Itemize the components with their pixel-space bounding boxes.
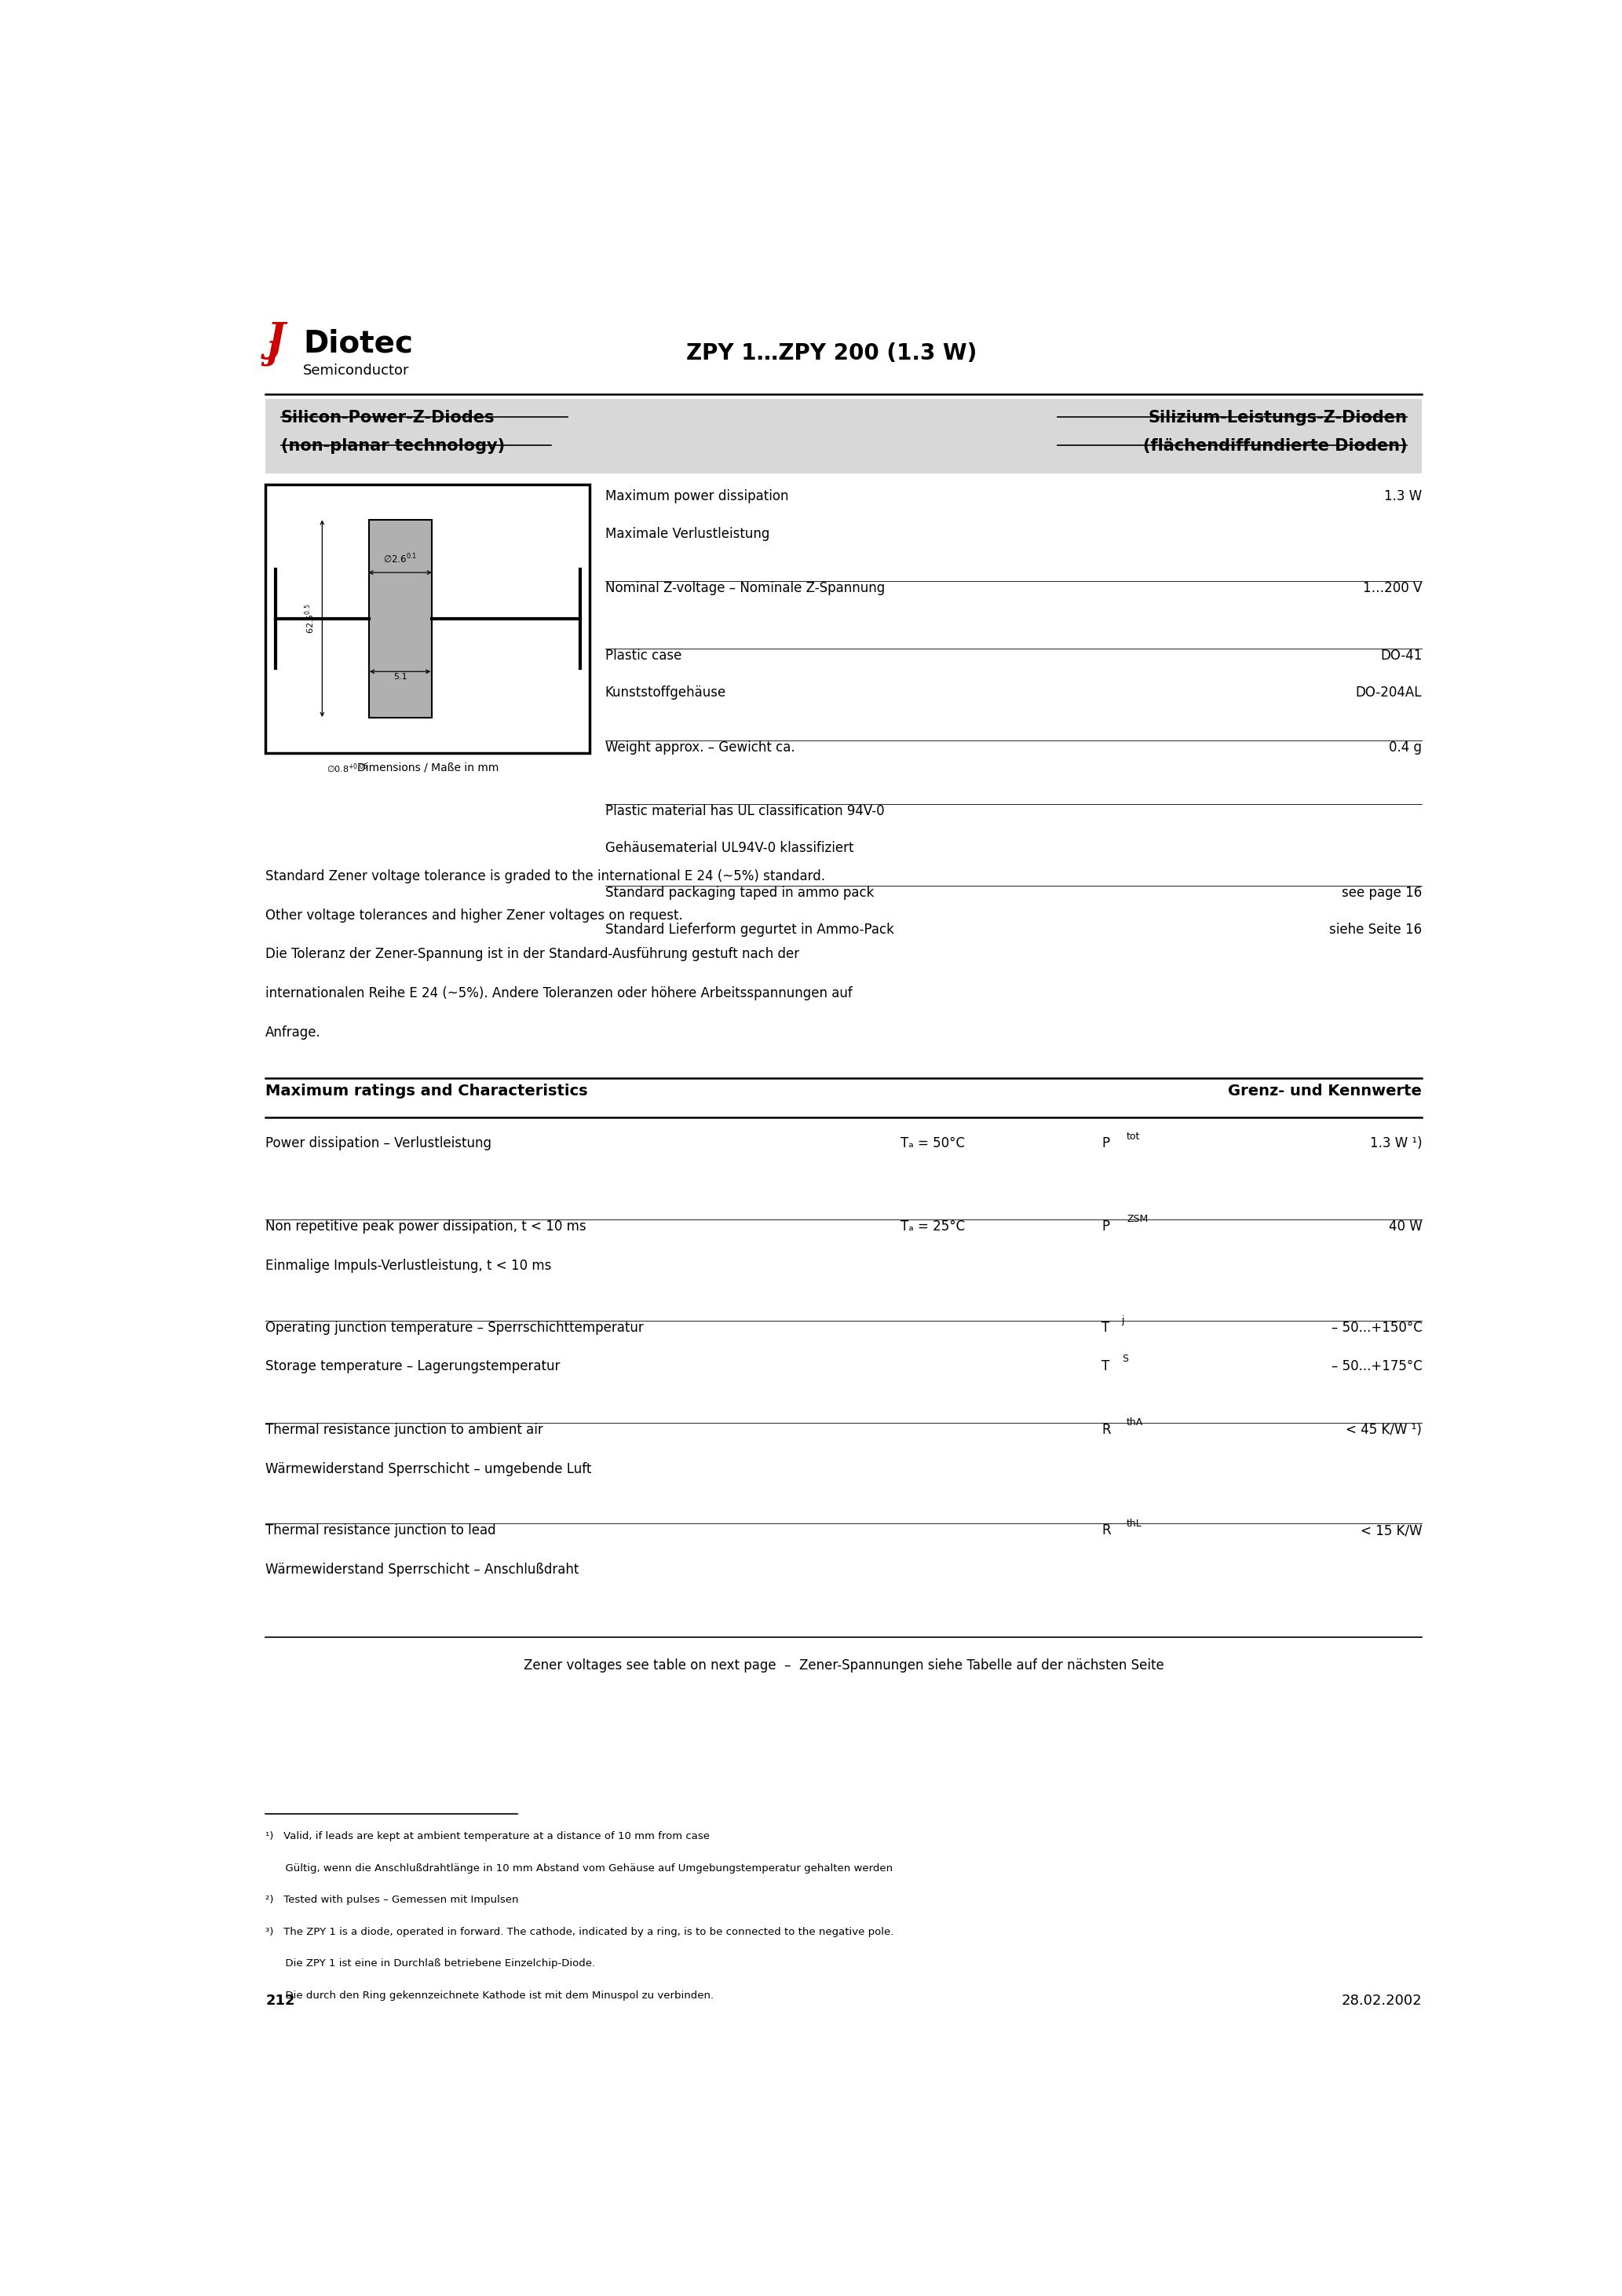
- Text: Standard packaging taped in ammo pack: Standard packaging taped in ammo pack: [605, 886, 874, 900]
- Text: 1.3 W: 1.3 W: [1384, 489, 1422, 503]
- Text: Maximum power dissipation: Maximum power dissipation: [605, 489, 788, 503]
- Text: Semiconductor: Semiconductor: [303, 365, 410, 379]
- Text: Dimensions / Maße in mm: Dimensions / Maße in mm: [357, 762, 498, 774]
- Text: Die Toleranz der Zener-Spannung ist in der Standard-Ausführung gestuft nach der: Die Toleranz der Zener-Spannung ist in d…: [266, 948, 800, 962]
- Text: – 50...+150°C: – 50...+150°C: [1332, 1320, 1422, 1334]
- Text: Power dissipation – Verlustleistung: Power dissipation – Verlustleistung: [266, 1137, 491, 1150]
- Text: P: P: [1101, 1137, 1109, 1150]
- Text: Die durch den Ring gekennzeichnete Kathode ist mit dem Minuspol zu verbinden.: Die durch den Ring gekennzeichnete Katho…: [266, 1991, 714, 2000]
- Text: J: J: [268, 321, 285, 360]
- Text: 40 W: 40 W: [1388, 1219, 1422, 1233]
- Text: Maximale Verlustleistung: Maximale Verlustleistung: [605, 526, 769, 540]
- Text: Maximum ratings and Characteristics: Maximum ratings and Characteristics: [266, 1084, 589, 1097]
- Text: T: T: [1101, 1320, 1109, 1334]
- Text: Standard Zener voltage tolerance is graded to the international E 24 (~5%) stand: Standard Zener voltage tolerance is grad…: [266, 870, 826, 884]
- Bar: [266, 484, 590, 753]
- Text: $\varnothing$0.8$^{+0.05}$: $\varnothing$0.8$^{+0.05}$: [326, 762, 368, 774]
- Text: Gehäusematerial UL94V-0 klassifiziert: Gehäusematerial UL94V-0 klassifiziert: [605, 840, 853, 856]
- Text: – 50...+175°C: – 50...+175°C: [1332, 1359, 1422, 1373]
- Text: tot: tot: [1127, 1132, 1140, 1141]
- Text: ȷ: ȷ: [266, 333, 279, 365]
- Text: Weight approx. – Gewicht ca.: Weight approx. – Gewicht ca.: [605, 742, 795, 755]
- Text: R: R: [1101, 1525, 1111, 1538]
- Text: siehe Seite 16: siehe Seite 16: [1330, 923, 1422, 937]
- Text: Anfrage.: Anfrage.: [266, 1024, 321, 1040]
- Text: Zener voltages see table on next page  –  Zener-Spannungen siehe Tabelle auf der: Zener voltages see table on next page – …: [524, 1658, 1165, 1671]
- Text: Storage temperature – Lagerungstemperatur: Storage temperature – Lagerungstemperatu…: [266, 1359, 560, 1373]
- Text: (flächendiffundierte Dioden): (flächendiffundierte Dioden): [1144, 439, 1406, 455]
- Text: S: S: [1122, 1355, 1127, 1364]
- Text: 0.4 g: 0.4 g: [1388, 742, 1422, 755]
- Text: ZPY 1…ZPY 200 (1.3 W): ZPY 1…ZPY 200 (1.3 W): [686, 342, 976, 365]
- Bar: [368, 519, 431, 716]
- Text: Wärmewiderstand Sperrschicht – umgebende Luft: Wärmewiderstand Sperrschicht – umgebende…: [266, 1463, 592, 1476]
- Text: Thermal resistance junction to ambient air: Thermal resistance junction to ambient a…: [266, 1424, 543, 1437]
- Text: < 45 K/W ¹): < 45 K/W ¹): [1346, 1424, 1422, 1437]
- Text: Kunststoffgehäuse: Kunststoffgehäuse: [605, 687, 727, 700]
- Text: Thermal resistance junction to lead: Thermal resistance junction to lead: [266, 1525, 496, 1538]
- Text: 1.3 W ¹): 1.3 W ¹): [1371, 1137, 1422, 1150]
- Text: j: j: [1122, 1316, 1124, 1325]
- Text: P: P: [1101, 1219, 1109, 1233]
- Text: ³)   The ZPY 1 is a diode, operated in forward. The cathode, indicated by a ring: ³) The ZPY 1 is a diode, operated in for…: [266, 1926, 894, 1938]
- Text: thL: thL: [1127, 1518, 1142, 1529]
- Text: ¹)   Valid, if leads are kept at ambient temperature at a distance of 10 mm from: ¹) Valid, if leads are kept at ambient t…: [266, 1832, 710, 1841]
- Text: 28.02.2002: 28.02.2002: [1341, 1993, 1422, 2009]
- Text: Plastic case: Plastic case: [605, 647, 681, 664]
- Text: Gültig, wenn die Anschlußdrahtlänge in 10 mm Abstand vom Gehäuse auf Umgebungste: Gültig, wenn die Anschlußdrahtlänge in 1…: [266, 1862, 894, 1874]
- Text: Grenz- und Kennwerte: Grenz- und Kennwerte: [1228, 1084, 1422, 1097]
- Text: Tₐ = 50°C: Tₐ = 50°C: [900, 1137, 965, 1150]
- Text: T: T: [1101, 1359, 1109, 1373]
- Text: Die ZPY 1 ist eine in Durchlaß betriebene Einzelchip-Diode.: Die ZPY 1 ist eine in Durchlaß betrieben…: [266, 1958, 595, 1968]
- Text: Tₐ = 25°C: Tₐ = 25°C: [900, 1219, 965, 1233]
- Text: internationalen Reihe E 24 (~5%). Andere Toleranzen oder höhere Arbeitsspannunge: internationalen Reihe E 24 (~5%). Andere…: [266, 987, 853, 1001]
- Text: ²)   Tested with pulses – Gemessen mit Impulsen: ²) Tested with pulses – Gemessen mit Imp…: [266, 1894, 519, 1906]
- Text: Operating junction temperature – Sperrschichttemperatur: Operating junction temperature – Sperrsc…: [266, 1320, 644, 1334]
- Text: DO-204AL: DO-204AL: [1356, 687, 1422, 700]
- Text: ZSM: ZSM: [1127, 1215, 1148, 1224]
- Text: < 15 K/W: < 15 K/W: [1361, 1525, 1422, 1538]
- Text: $\varnothing$2.6$^{0.1}$: $\varnothing$2.6$^{0.1}$: [383, 553, 417, 565]
- Text: Standard Lieferform gegurtet in Ammo-Pack: Standard Lieferform gegurtet in Ammo-Pac…: [605, 923, 894, 937]
- Text: 62.5$^{0.5}$: 62.5$^{0.5}$: [303, 604, 316, 634]
- Text: thA: thA: [1127, 1417, 1144, 1428]
- Text: (non-planar technology): (non-planar technology): [281, 439, 504, 455]
- Text: 212: 212: [266, 1993, 295, 2009]
- Text: Silizium-Leistungs-Z-Dioden: Silizium-Leistungs-Z-Dioden: [1148, 411, 1406, 425]
- Text: 5.1: 5.1: [393, 673, 407, 682]
- Text: Plastic material has UL classification 94V-0: Plastic material has UL classification 9…: [605, 804, 884, 817]
- Text: 1…200 V: 1…200 V: [1362, 581, 1422, 595]
- Text: Silicon-Power-Z-Diodes: Silicon-Power-Z-Diodes: [281, 411, 495, 425]
- Text: DO-41: DO-41: [1380, 647, 1422, 664]
- Text: Nominal Z-voltage – Nominale Z-Spannung: Nominal Z-voltage – Nominale Z-Spannung: [605, 581, 884, 595]
- Text: Other voltage tolerances and higher Zener voltages on request.: Other voltage tolerances and higher Zene…: [266, 909, 683, 923]
- Text: Einmalige Impuls-Verlustleistung, t < 10 ms: Einmalige Impuls-Verlustleistung, t < 10…: [266, 1258, 551, 1272]
- Text: Diotec: Diotec: [303, 328, 414, 358]
- Text: see page 16: see page 16: [1341, 886, 1422, 900]
- Text: Non repetitive peak power dissipation, t < 10 ms: Non repetitive peak power dissipation, t…: [266, 1219, 587, 1233]
- Bar: [266, 400, 1422, 473]
- Text: Wärmewiderstand Sperrschicht – Anschlußdraht: Wärmewiderstand Sperrschicht – Anschlußd…: [266, 1564, 579, 1577]
- Text: R: R: [1101, 1424, 1111, 1437]
